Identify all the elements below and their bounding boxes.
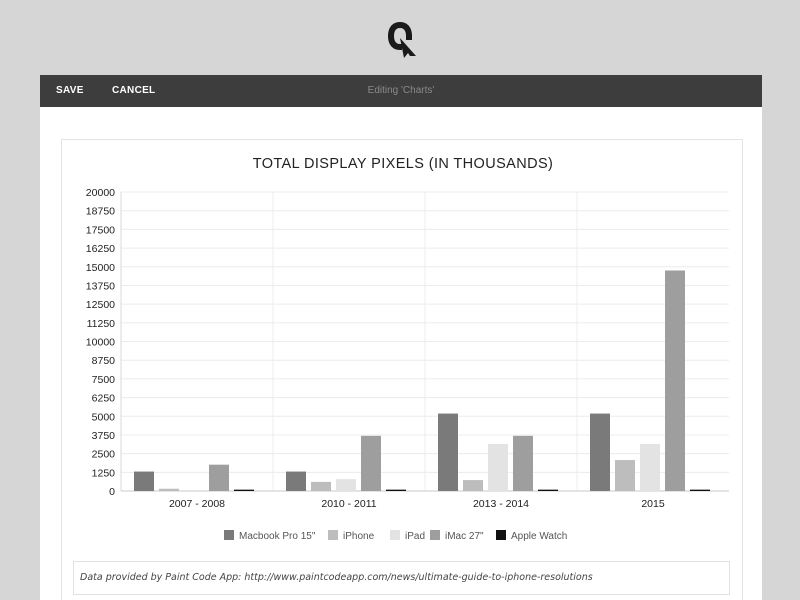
y-tick-label: 16250 [86, 243, 115, 255]
bar [488, 443, 508, 491]
bar [286, 471, 306, 491]
source-note: Data provided by Paint Code App: http://… [73, 561, 730, 595]
bar [134, 471, 154, 491]
y-tick-label: 3750 [92, 430, 116, 442]
y-tick-label: 0 [109, 486, 115, 498]
y-tick-label: 12500 [86, 299, 115, 311]
legend-label: iPhone [343, 531, 375, 542]
y-tick-label: 2500 [92, 449, 116, 461]
bar-chart: TOTAL DISPLAY PIXELS (IN THOUSANDS) 0 1250… [86, 156, 729, 542]
bar [690, 489, 710, 491]
bar [640, 443, 660, 491]
chart-card: TOTAL DISPLAY PIXELS (IN THOUSANDS) 0 1250… [61, 139, 743, 600]
legend-swatch [496, 530, 506, 540]
y-tick-label: 8750 [92, 355, 116, 367]
y-tick-label: 10000 [86, 337, 115, 349]
legend-swatch [390, 530, 400, 540]
save-button[interactable]: SAVE [56, 85, 84, 96]
bar [615, 460, 635, 491]
bar [538, 489, 558, 491]
y-tick-label: 13750 [86, 280, 115, 292]
bar [590, 413, 610, 491]
y-tick-label: 15000 [86, 262, 115, 274]
chart-title: TOTAL DISPLAY PIXELS (IN THOUSANDS) [253, 156, 554, 172]
editing-title: Editing 'Charts' [367, 85, 435, 96]
legend-label: Apple Watch [511, 531, 567, 542]
bar [463, 480, 483, 491]
bar [209, 464, 229, 491]
y-tick-label: 17500 [86, 224, 115, 236]
y-tick-label: 18750 [86, 206, 115, 218]
bar [386, 489, 406, 491]
cancel-button[interactable]: CANCEL [112, 85, 156, 96]
toolbar: SAVE CANCEL Editing 'Charts' [40, 75, 762, 107]
legend-swatch [224, 530, 234, 540]
bar [336, 479, 356, 491]
editor-window: SAVE CANCEL Editing 'Charts' TOTAL DISPL… [40, 75, 762, 600]
bar [513, 435, 533, 491]
bar [234, 489, 254, 491]
y-tick-label: 7500 [92, 374, 116, 386]
bar [665, 270, 685, 491]
q-logo-icon [388, 22, 416, 58]
y-tick-label: 5000 [92, 411, 116, 423]
bar [159, 488, 179, 491]
y-tick-label: 20000 [86, 187, 115, 199]
x-tick-label: 2007 - 2008 [169, 498, 225, 510]
x-tick-label: 2015 [641, 498, 665, 510]
x-tick-label: 2013 - 2014 [473, 498, 529, 510]
legend-label: Macbook Pro 15" [239, 531, 316, 542]
legend-label: iMac 27" [445, 531, 484, 542]
legend-label: iPad [405, 531, 425, 542]
legend-swatch [328, 530, 338, 540]
y-tick-label: 6250 [92, 393, 116, 405]
y-tick-label: 11250 [87, 318, 116, 330]
bar [361, 435, 381, 491]
bar [438, 413, 458, 491]
y-tick-label: 1250 [92, 467, 116, 479]
source-note-text: Data provided by Paint Code App: http://… [80, 572, 593, 583]
x-tick-label: 2010 - 2011 [321, 498, 376, 510]
bar [311, 481, 331, 491]
legend-swatch [430, 530, 440, 540]
